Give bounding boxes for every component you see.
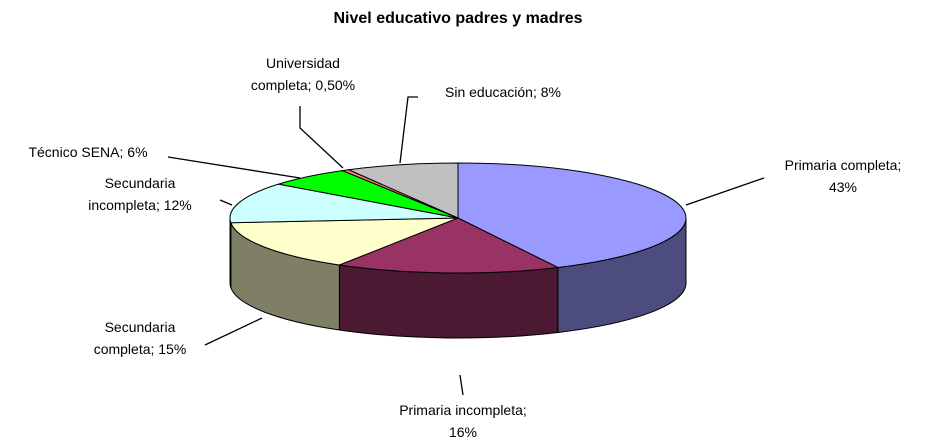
leader-line: [219, 199, 233, 206]
leader-line: [685, 177, 765, 206]
data-label: Secundaria: [105, 319, 176, 335]
data-label: completa; 15%: [94, 341, 187, 357]
slice: [346, 162, 459, 219]
slice: [337, 217, 560, 274]
data-label: Técnico SENA; 6%: [28, 144, 147, 160]
leader-line: [204, 317, 263, 346]
slice: [457, 162, 687, 268]
data-label: 43%: [829, 179, 857, 195]
data-label: Primaria incompleta;: [399, 402, 527, 418]
data-label: Sin educación; 8%: [445, 84, 561, 100]
leader-line: [459, 374, 464, 396]
data-label: Universidad: [266, 55, 340, 71]
slice-side: [338, 264, 559, 339]
slice: [230, 217, 459, 266]
data-label: 16%: [449, 424, 477, 440]
data-label: incompleta; 12%: [88, 197, 192, 213]
data-label: completa; 0,50%: [251, 77, 355, 93]
leader-line: [299, 106, 344, 169]
data-label: Secundaria: [105, 175, 176, 191]
slice: [229, 183, 459, 224]
leader-line: [167, 156, 301, 179]
chart-title: Nivel educativo padres y madres: [334, 10, 583, 27]
data-label: Primaria completa;: [785, 157, 902, 173]
leader-line: [399, 96, 418, 164]
slice-side: [229, 217, 232, 288]
